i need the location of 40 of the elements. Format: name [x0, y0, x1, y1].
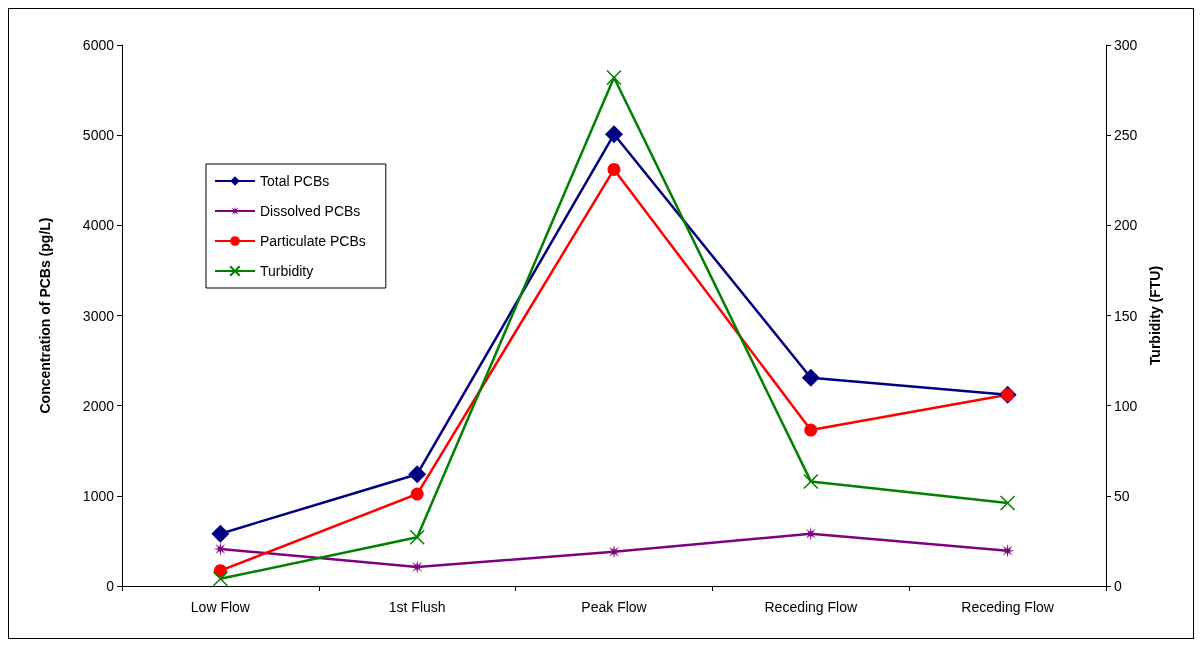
point — [410, 560, 425, 575]
point — [804, 423, 818, 437]
legend-label: Turbidity — [260, 263, 314, 279]
point — [999, 495, 1016, 511]
y2-tick-label: 150 — [1114, 307, 1138, 324]
point — [803, 473, 819, 490]
legend-label: Dissolved PCBs — [260, 203, 361, 219]
point — [211, 524, 230, 543]
point — [410, 487, 424, 501]
legend-label: Total PCBs — [260, 173, 330, 189]
point — [606, 69, 622, 86]
point — [607, 162, 621, 176]
y2-tick-label: 300 — [1114, 37, 1138, 53]
y-tick-label: 6000 — [82, 37, 115, 53]
y-tick-label: 0 — [106, 578, 115, 594]
y2-tick-label: 200 — [1114, 217, 1138, 234]
point — [605, 125, 623, 144]
x-tick-label: Peak Flow — [581, 599, 648, 615]
y2-tick-label: 0 — [1114, 578, 1122, 594]
x-tick-label: 1st Flush — [388, 599, 446, 615]
x-tick-label: Receding Flow — [961, 599, 1055, 615]
y2-tick-label: 100 — [1114, 397, 1138, 414]
y2-tick-label: 250 — [1114, 127, 1138, 144]
x-tick-label: Low Flow — [190, 599, 251, 615]
point — [409, 529, 425, 546]
y2-tick-label: 50 — [1114, 487, 1130, 504]
y-tick-label: 4000 — [82, 217, 115, 234]
point — [213, 542, 228, 557]
point — [801, 368, 820, 387]
y-tick-label: 2000 — [82, 397, 115, 414]
point — [212, 571, 229, 587]
legend-label: Particulate PCBs — [260, 233, 366, 249]
y-tick-label: 1000 — [82, 487, 115, 504]
y2-axis-title: Turbidity (FTU) — [1147, 265, 1164, 366]
x-tick-label: Receding Flow — [764, 599, 858, 615]
y-tick-label: 3000 — [82, 307, 115, 324]
point — [1000, 543, 1015, 558]
point — [408, 465, 427, 484]
y-axis-title: Concentration of PCBs (pg/L) — [37, 217, 53, 414]
y-tick-label: 5000 — [82, 127, 115, 144]
